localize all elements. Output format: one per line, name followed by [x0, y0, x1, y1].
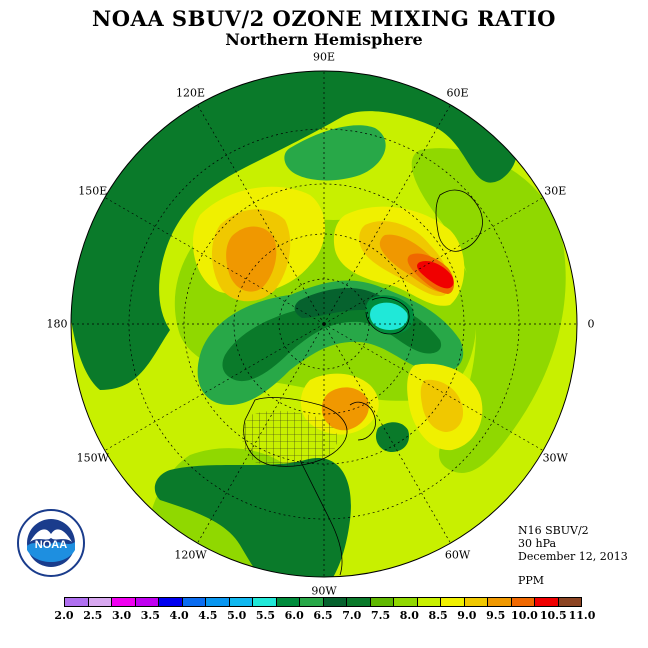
- colorbar-tick-label: 11.0: [568, 609, 596, 622]
- field-level-7-0-patch: [284, 125, 386, 181]
- colorbar-tick-label: 6.5: [313, 609, 333, 622]
- field-level-8-0-east: [411, 148, 566, 473]
- longitude-label: 120W: [174, 548, 207, 562]
- colorbar-swatch: [276, 598, 300, 606]
- colorbar-tick-label: 5.5: [255, 609, 276, 622]
- units-label: PPM: [518, 574, 545, 587]
- colorbar-swatch: [558, 598, 581, 606]
- colorbar-swatch: [347, 598, 371, 606]
- colorbar-tick-label: 8.0: [399, 609, 419, 622]
- instrument-label: N16 SBUV/2: [518, 524, 589, 537]
- colorbar-swatch: [112, 598, 136, 606]
- coastlines: [243, 189, 483, 576]
- longitude-label: 30W: [542, 451, 568, 464]
- field-level-6-5-blob: [375, 422, 410, 452]
- colorbar-tick-label: 3.0: [111, 609, 132, 622]
- colorbar-swatch: [464, 598, 488, 606]
- colorbar-swatch: [417, 598, 441, 606]
- meridian-line: [104, 323, 325, 451]
- colorbar-swatch: [159, 598, 183, 606]
- colorbar-swatch: [323, 598, 347, 606]
- colorbar-swatch: [535, 598, 559, 606]
- longitude-label: 90E: [312, 50, 336, 64]
- colorbar-swatch: [394, 598, 418, 606]
- longitude-label: 60E: [446, 86, 469, 100]
- meridian-line: [323, 104, 451, 325]
- colorbar-ticks: 2.0 2.5 3.0 3.5 4.0 4.5 5.0 5.5 6.0 6.5 7.0 7.5 8.0 8…: [0, 609, 648, 623]
- longitude-label: 150W: [76, 451, 109, 464]
- colorbar-tick-label: 9.5: [486, 609, 506, 622]
- colorbar-swatch: [441, 598, 465, 606]
- colorbar-swatch: [88, 598, 112, 606]
- map-subtitle: Northern Hemisphere: [225, 30, 423, 49]
- colorbar-tick-label: 8.5: [428, 609, 448, 622]
- colorbar-swatch: [135, 598, 159, 606]
- colorbar: [64, 597, 582, 607]
- field-level-6-5-belt: [71, 71, 517, 390]
- colorbar-tick-label: 4.0: [169, 609, 189, 622]
- info-block: N16 SBUV/2 30 hPa December 12, 2013: [518, 524, 628, 563]
- meridian-line: [323, 323, 544, 451]
- map-boundary: [70, 70, 578, 578]
- meridian-line: [104, 197, 325, 325]
- colorbar-swatch: [229, 598, 253, 606]
- colorbar-tick-label: 9.0: [457, 609, 477, 622]
- meridian-line: [323, 197, 544, 325]
- map-title: NOAA SBUV/2 OZONE MIXING RATIO: [92, 6, 556, 31]
- colorbar-swatch: [488, 598, 512, 606]
- longitude-label: 0: [587, 317, 595, 331]
- longitude-label: 90W: [311, 584, 337, 598]
- colorbar-tick-label: 2.5: [83, 609, 103, 622]
- field-level-9-5-west: [226, 226, 277, 292]
- longitude-label: 180: [46, 317, 68, 331]
- pressure-level-label: 30 hPa: [518, 537, 557, 550]
- colorbar-tick-label: 2.0: [54, 609, 74, 622]
- colorbar-tick-label: 7.0: [342, 609, 362, 622]
- colorbar-swatch: [253, 598, 277, 606]
- field-level-5-5-minimum: [370, 302, 408, 330]
- colorbar-tick-label: 10.5: [539, 609, 567, 622]
- colorbar-tick-label: 6.0: [284, 609, 304, 622]
- colorbar-swatch: [206, 598, 230, 606]
- field-level-9-5-atlantic: [321, 387, 369, 431]
- colorbar-swatch: [511, 598, 535, 606]
- meridians: [71, 71, 577, 577]
- colorbar-swatch: [370, 598, 394, 606]
- field-level-10-5-maximum: [417, 260, 454, 289]
- colorbar-swatch: [65, 598, 89, 606]
- colorbar-swatch: [182, 598, 206, 606]
- longitude-label: 120E: [175, 86, 206, 100]
- colorbar-tick-label: 7.5: [370, 609, 391, 622]
- colorbar-tick-label: 4.5: [198, 609, 218, 622]
- meridian-line: [323, 323, 451, 544]
- longitude-label: 150E: [78, 184, 108, 197]
- longitude-label: 30E: [544, 184, 567, 197]
- noaa-logo-text: NOAA: [35, 539, 67, 551]
- meridian-line: [197, 323, 325, 544]
- colorbar-tick-label: 5.0: [227, 609, 247, 622]
- field-level-6-5-south: [154, 458, 351, 577]
- meridian-line: [197, 104, 325, 325]
- colorbar-tick-label: 10.0: [511, 609, 538, 622]
- noaa-logo: NOAA: [16, 508, 86, 582]
- field-level-9-0-east: [420, 379, 464, 432]
- colorbar-swatch: [300, 598, 324, 606]
- date-label: December 12, 2013: [518, 550, 628, 563]
- colorbar-tick-label: 3.5: [140, 609, 160, 622]
- longitude-label: 60W: [444, 548, 471, 562]
